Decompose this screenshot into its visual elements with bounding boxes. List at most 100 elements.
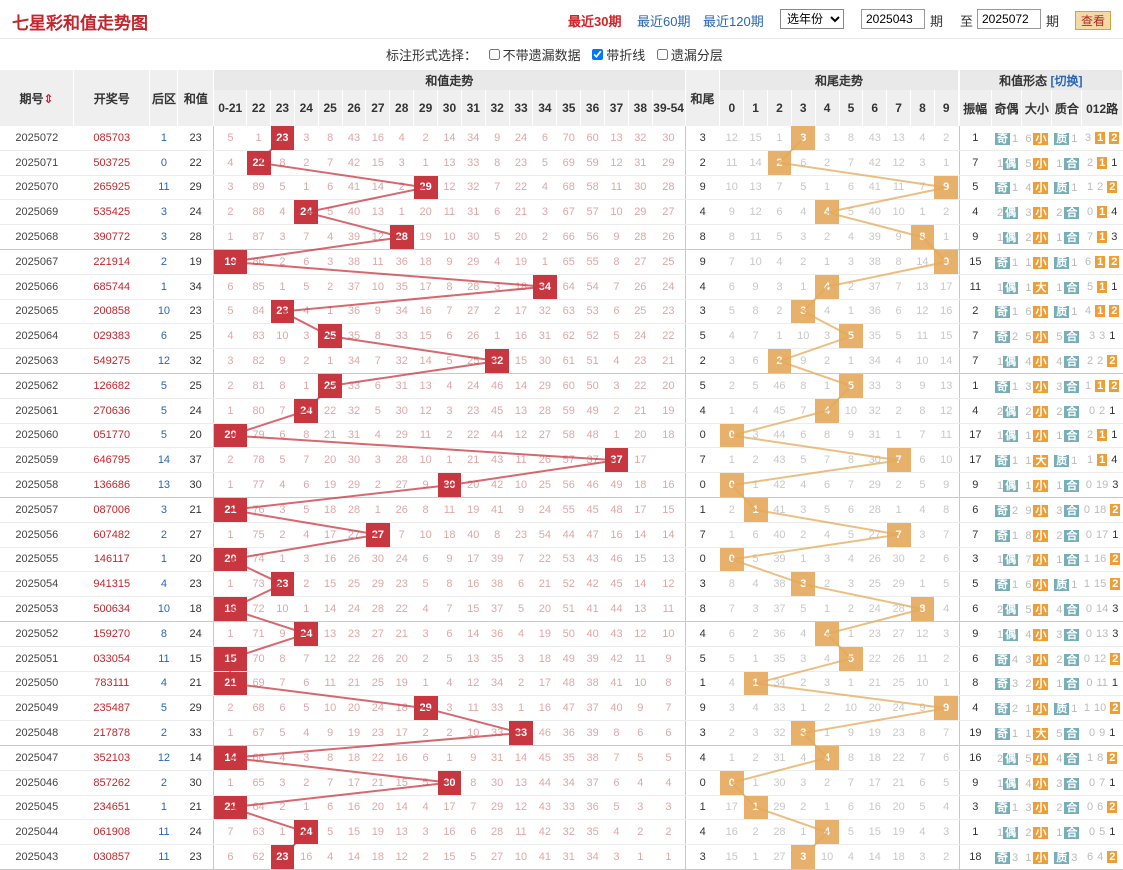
sum-trend-cell: 1	[413, 150, 438, 176]
period-to-input[interactable]	[977, 9, 1041, 29]
tail-trend-cell: 4	[743, 571, 768, 598]
table-row: 2025066 685744 1 34 6 85 1 5 2 37 10 35 17 8 28 3 18 34 64…	[0, 274, 1123, 300]
sum-cell: 20	[177, 423, 214, 449]
option-with-line[interactable]: 带折线	[592, 46, 645, 63]
tail-trend-cell: 8	[719, 224, 744, 250]
sum-trend-cell: 4	[365, 423, 390, 449]
sum-trend-cell: 1	[246, 126, 271, 151]
draw-number-cell: 390772	[73, 224, 150, 250]
route-value: 1	[1111, 429, 1118, 442]
year-select[interactable]: 选年份	[780, 9, 844, 29]
sum-trend-cell: 30	[365, 547, 390, 573]
tail-cell: 5	[684, 373, 720, 399]
form-col-header: 振幅	[959, 90, 992, 126]
sum-trend-cell: 22	[318, 398, 343, 424]
sum-trend-cell: 4	[437, 373, 462, 399]
recent-60-link[interactable]: 最近60期	[637, 14, 691, 29]
sum-trend-cell: 4	[413, 596, 438, 622]
amplitude-cell: 17	[958, 447, 992, 474]
route-value: 1	[1109, 727, 1116, 740]
option-no-missing-checkbox[interactable]	[488, 49, 500, 60]
sum-trend-cell: 11	[509, 447, 533, 474]
tail-trend-cell: 5	[719, 646, 744, 672]
draw-number-cell: 607482	[73, 522, 150, 548]
period-cell: 2025055	[0, 547, 74, 573]
sum-trend-cell: 11	[461, 695, 486, 722]
sum-trend-cell: 2	[652, 819, 686, 846]
sum-trend-cell: 8	[485, 522, 510, 548]
recent-30-link[interactable]: 最近30期	[568, 14, 622, 29]
recent-120-link[interactable]: 最近120期	[703, 14, 764, 29]
switch-link[interactable]: [切换]	[1047, 73, 1083, 88]
period-cell: 2025059	[0, 447, 74, 474]
odd-even-badge: 偶	[1003, 628, 1019, 641]
tail-trend-cell: 3	[791, 497, 816, 523]
tail-cell: 3	[684, 299, 720, 325]
sum-col-header: 35	[556, 90, 582, 126]
prime-badge: 合	[1064, 604, 1080, 617]
sum-col-header: 24	[294, 90, 319, 126]
sum-trend-cell: 39	[580, 720, 605, 746]
tail-trend-cell: 6	[910, 770, 935, 796]
tail-trend-cell: 8	[839, 447, 863, 474]
sum-trend-cell: 2	[413, 720, 438, 746]
sum-trend-cell: 28	[485, 819, 510, 846]
sort-icon[interactable]: ⇕	[43, 91, 54, 106]
sum-trend-cell: 1	[270, 547, 295, 573]
period-header[interactable]: 期号⇕	[0, 70, 75, 126]
prime-miss: 1	[1071, 703, 1078, 716]
route-value: 3	[1088, 330, 1096, 343]
option-no-missing[interactable]: 不带遗漏数据	[488, 46, 581, 63]
sum-trend-cell: 4	[294, 522, 319, 548]
tail-trend-cell: 7	[910, 745, 935, 771]
sum-trend-cell: 5	[294, 497, 319, 523]
tail-trend-cell: 6	[719, 621, 744, 647]
sum-trend-cell: 1	[213, 571, 247, 598]
sum-trend-cell: 27	[365, 522, 390, 548]
sum-trend-cell: 5	[270, 447, 295, 474]
tail-trend-cell: 1	[719, 522, 744, 548]
period-from-input[interactable]	[861, 9, 925, 29]
table-row: 2025060 051770 5 20 20 79 6 8 21 31 4 29 11 2 22 44 12 27…	[0, 423, 1123, 449]
tail-trend-cell: 5	[719, 299, 744, 325]
sum-trend-cell: 4	[294, 299, 319, 325]
tail-trend-cell: 4	[815, 398, 840, 424]
size-miss: 6	[1025, 579, 1032, 592]
period-cell: 2025062	[0, 373, 74, 399]
query-button[interactable]: 查看	[1075, 11, 1111, 30]
spacer	[958, 348, 960, 374]
period-cell: 2025051	[0, 646, 74, 672]
option-layered-checkbox[interactable]	[656, 49, 668, 60]
sum-trend-cell: 16	[461, 571, 486, 598]
sum-trend-cell: 62	[246, 844, 271, 870]
odd-even-badge: 偶	[1003, 752, 1019, 765]
sum-trend-cell: 17	[413, 274, 438, 300]
prime-miss: 1	[1056, 157, 1063, 170]
sum-trend-cell: 14	[437, 126, 462, 151]
sum-trend-cell: 7	[509, 547, 533, 573]
spacer	[958, 745, 960, 771]
odd-even-miss: 1	[1011, 380, 1019, 393]
size-badge: 小	[1033, 405, 1049, 418]
amplitude-cell: 7	[958, 522, 992, 548]
tail-trend-cell: 1	[839, 621, 863, 647]
amplitude-cell: 1	[958, 819, 992, 846]
option-layered[interactable]: 遗漏分层	[656, 46, 723, 63]
tail-trend-cell: 7	[886, 447, 911, 474]
spacer	[958, 596, 960, 622]
tail-cell: 4	[684, 274, 720, 300]
size-miss: 3	[1025, 802, 1032, 815]
odd-even-badge: 奇	[994, 703, 1010, 716]
sum-trend-cell: 64	[556, 274, 581, 300]
sum-trend-cell: 2	[294, 150, 319, 176]
option-with-line-checkbox[interactable]	[592, 49, 604, 60]
route-value: 2	[1109, 379, 1120, 392]
